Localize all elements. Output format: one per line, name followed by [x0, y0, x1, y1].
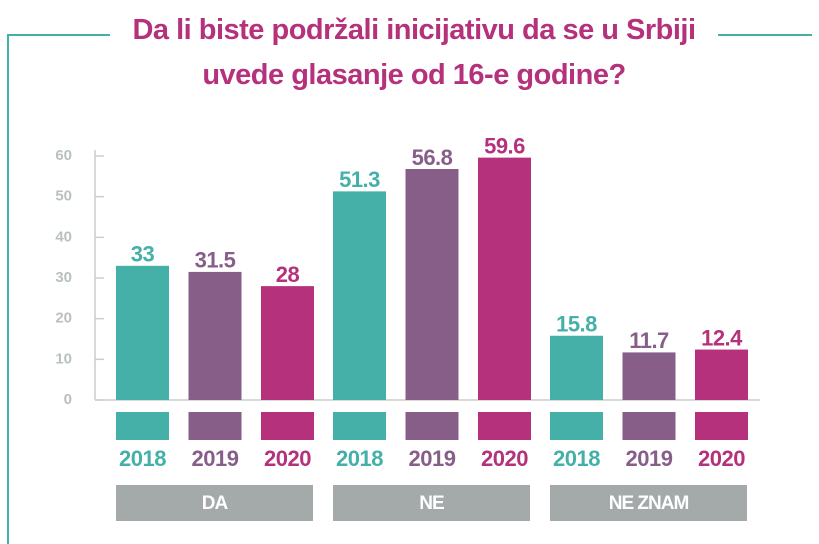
bar [116, 265, 169, 400]
value-label: 33 [131, 242, 155, 267]
legend-label: 2019 [192, 446, 239, 471]
value-label: 56.8 [412, 145, 453, 170]
bar [261, 286, 314, 400]
value-label: 28 [276, 262, 300, 287]
legend-label: 2018 [119, 446, 166, 471]
legend-swatch [695, 412, 748, 440]
x-tick-label: DA [202, 493, 229, 514]
legend-swatch [622, 412, 676, 440]
bar [478, 157, 531, 400]
bar [405, 169, 459, 400]
value-label: 51.3 [339, 167, 380, 192]
bar [622, 352, 676, 400]
y-tick-label: 50 [55, 188, 72, 205]
category-box [116, 485, 313, 521]
value-label: 59.6 [484, 133, 525, 158]
legend-label: 2020 [698, 446, 745, 471]
legend-swatch [333, 412, 386, 440]
legend-label: 2019 [626, 446, 673, 471]
bar [550, 335, 603, 400]
y-tick-label: 60 [55, 147, 72, 164]
legend-label: 2020 [264, 446, 311, 471]
value-label: 31.5 [195, 248, 236, 273]
value-label: 12.4 [701, 325, 743, 350]
y-tick-label: 20 [55, 310, 72, 327]
x-tick-label: NE [419, 493, 444, 514]
legend-swatch [550, 412, 603, 440]
y-tick-label: 0 [64, 391, 72, 408]
legend-swatch [405, 412, 459, 440]
bar [695, 349, 748, 400]
x-tick-label: NE ZNAM [609, 493, 689, 514]
legend-label: 2018 [553, 446, 600, 471]
legend-label: 2018 [336, 446, 383, 471]
value-label: 11.7 [629, 328, 669, 353]
legend-swatch [478, 412, 531, 440]
bar [188, 271, 242, 400]
y-tick-label: 40 [55, 228, 72, 245]
legend-swatch [261, 412, 314, 440]
legend-label: 2019 [409, 446, 456, 471]
category-box [333, 485, 530, 521]
y-tick-label: 10 [55, 350, 72, 367]
y-tick-label: 30 [55, 269, 72, 286]
chart-title: Da li biste podržali inicijativu da se u… [132, 14, 696, 91]
category-box [550, 485, 747, 521]
value-label: 15.8 [556, 312, 597, 337]
legend-label: 2020 [481, 446, 528, 471]
legend-swatch [116, 412, 169, 440]
bar [333, 191, 386, 400]
legend-swatch [188, 412, 242, 440]
